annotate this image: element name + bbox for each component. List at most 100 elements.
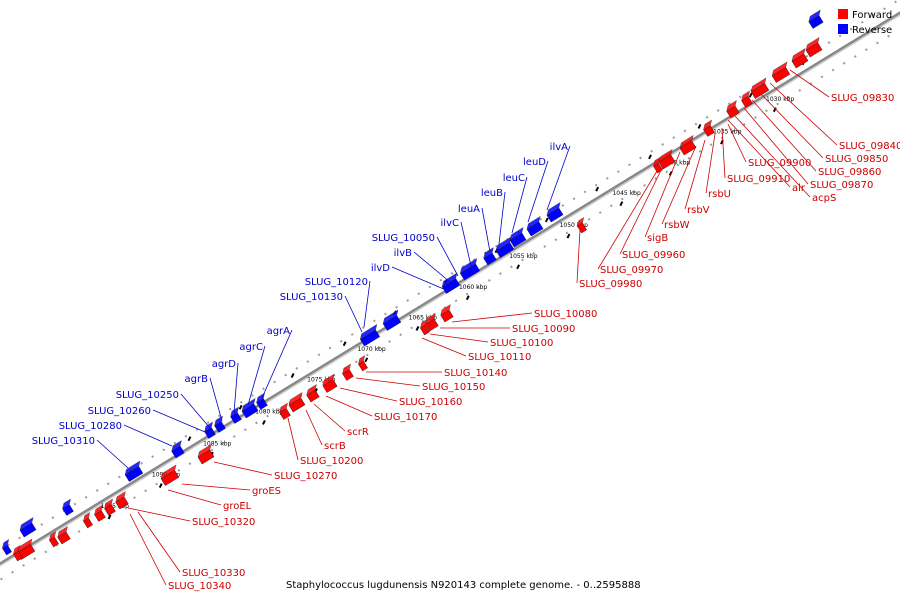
- tick-mark: [748, 92, 753, 98]
- forward-gene-face: [679, 140, 697, 156]
- leader-line: [460, 221, 472, 267]
- leader-line: [127, 507, 191, 522]
- gene-features: [2, 9, 824, 562]
- gene-label: SLUG_10320: [192, 517, 255, 528]
- forward-gene-face: [83, 517, 93, 529]
- forward-gene: [104, 498, 116, 516]
- reverse-gene-face: [230, 412, 242, 424]
- gene-label: ilvC: [441, 218, 459, 229]
- gene-label: leuB: [481, 188, 503, 199]
- forward-gene: [420, 319, 430, 336]
- strand-legend: Forward Reverse: [838, 9, 892, 39]
- leader-line: [451, 312, 533, 323]
- leader-line: [546, 145, 571, 211]
- tick-label: 1045 kbp: [612, 190, 640, 197]
- leader-line: [180, 393, 211, 429]
- forward-gene: [750, 77, 770, 99]
- forward-gene: [288, 392, 306, 413]
- leader-line: [751, 99, 817, 172]
- forward-gene-face: [726, 105, 740, 119]
- leader-line: [705, 133, 716, 194]
- forward-gene: [83, 512, 93, 529]
- gene-label: rsbV: [687, 205, 710, 216]
- leader-line: [152, 409, 206, 433]
- tick-label: 1055 kbp: [509, 253, 537, 260]
- reverse-gene: [256, 392, 268, 410]
- gene-label: SLUG_10050: [372, 233, 435, 244]
- reverse-gene-face: [256, 398, 268, 410]
- forward-gene-face: [703, 125, 715, 137]
- gene-label: SLUG_09870: [810, 180, 873, 191]
- gene-label: SLUG_10270: [274, 471, 337, 482]
- gene-label: leuD: [523, 157, 546, 168]
- forward-gene: [342, 363, 354, 381]
- tick-mark: [415, 325, 420, 331]
- leader-line: [684, 139, 706, 210]
- gene-label: SLUG_10130: [280, 292, 343, 303]
- leader-line: [137, 511, 181, 573]
- forward-gene: [653, 157, 663, 174]
- forward-gene-face: [425, 318, 439, 332]
- leader-line: [436, 236, 459, 277]
- leader-line: [209, 377, 223, 422]
- tick-label: 1030 kbp: [766, 96, 794, 103]
- tick-mark: [772, 107, 777, 113]
- gene-label: agrC: [239, 342, 263, 353]
- forward-gene: [726, 100, 740, 119]
- tick-mark: [648, 154, 652, 160]
- reverse-gene-face: [382, 315, 402, 331]
- tick-mark: [595, 186, 600, 192]
- tick-mark: [566, 233, 571, 239]
- gene-label: rsbW: [664, 220, 690, 231]
- forward-gene-face: [160, 470, 180, 486]
- forward-gene-face: [791, 53, 809, 69]
- forward-gene-face: [342, 369, 354, 381]
- forward-gene: [49, 531, 59, 548]
- gene-label: SLUG_10330: [182, 568, 245, 579]
- gene-label: ilvA: [550, 142, 568, 153]
- gene-label: SLUG_09960: [622, 250, 685, 261]
- forward-gene: [771, 61, 791, 83]
- leader-line: [727, 123, 747, 163]
- forward-gene: [160, 464, 180, 486]
- leader-line: [339, 387, 398, 402]
- legend-reverse-label: Reverse: [852, 25, 893, 36]
- leader-line: [597, 165, 661, 270]
- forward-gene: [805, 37, 823, 58]
- leader-line: [313, 403, 346, 432]
- forward-gene: [741, 90, 753, 108]
- reverse-gene-face: [359, 329, 381, 347]
- reverse-gene: [546, 202, 564, 223]
- leader-line: [421, 337, 467, 357]
- reverse-gene-face: [526, 221, 544, 237]
- forward-gene: [115, 491, 129, 510]
- leader-line: [498, 191, 506, 245]
- gene-label: SLUG_10280: [59, 421, 122, 432]
- gene-label: SLUG_09830: [831, 93, 894, 104]
- reverse-gene-face: [19, 522, 37, 538]
- reverse-gene-face: [495, 242, 515, 258]
- reverse-gene: [62, 498, 74, 516]
- gene-label: rsbU: [708, 189, 731, 200]
- tick-mark: [364, 357, 369, 363]
- leader-line: [481, 207, 491, 253]
- tick-label: 1060 kbp: [459, 284, 487, 291]
- forward-gene-face: [771, 67, 791, 83]
- forward-gene-face: [49, 536, 59, 548]
- reverse-gene-face: [546, 207, 564, 223]
- forward-gene: [94, 504, 106, 522]
- gene-label: SLUG_10250: [116, 390, 179, 401]
- gene-label: acpS: [812, 193, 836, 204]
- gene-label: SLUG_09860: [818, 167, 881, 178]
- gene-label: agrA: [267, 326, 291, 337]
- reverse-gene-face: [441, 278, 461, 294]
- gene-label: scrB: [324, 441, 346, 452]
- gene-label: ilvB: [394, 248, 412, 259]
- leader-line: [247, 345, 266, 406]
- forward-gene-face: [440, 309, 454, 323]
- forward-gene-face: [653, 162, 663, 174]
- gene-label: SLUG_10260: [88, 406, 151, 417]
- reverse-gene-face: [2, 544, 12, 556]
- reverse-gene-face: [808, 15, 824, 29]
- leader-line: [325, 395, 373, 417]
